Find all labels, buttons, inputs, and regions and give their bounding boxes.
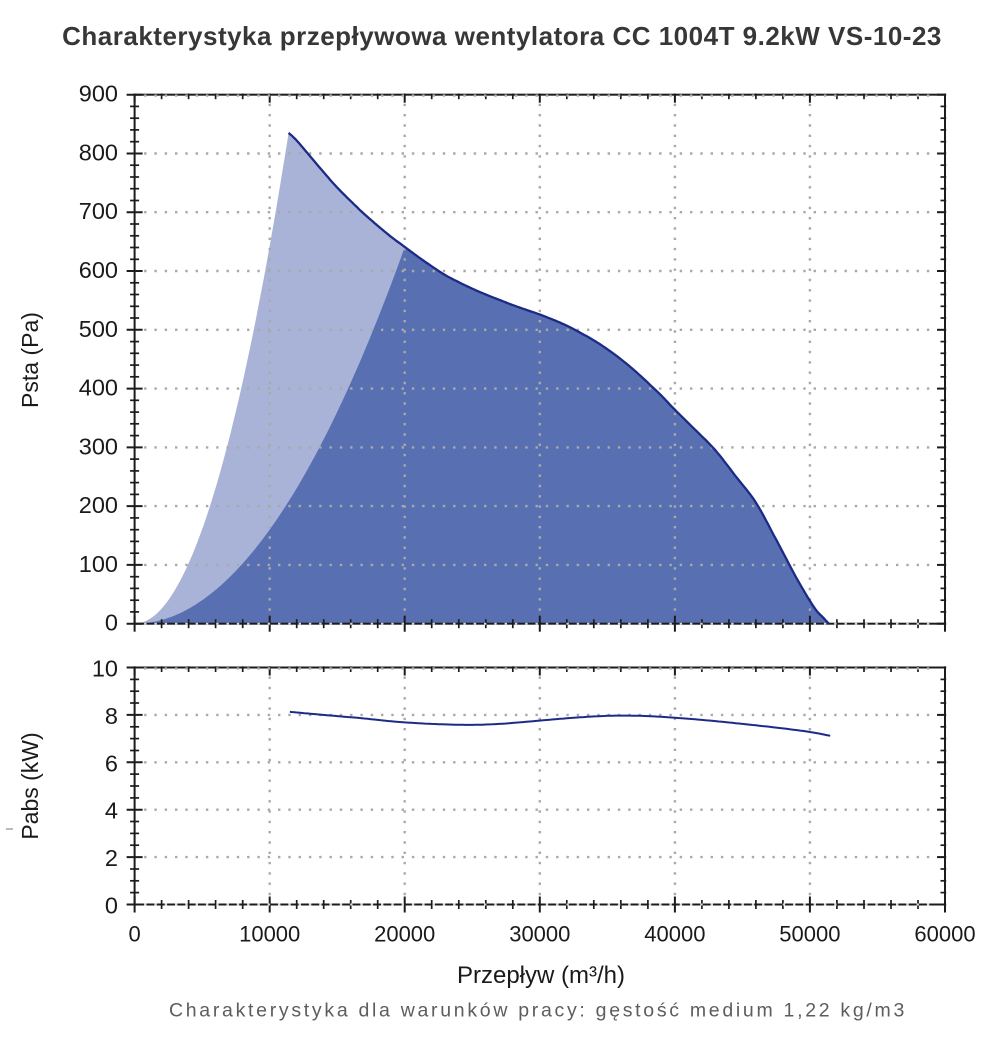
svg-text:0: 0 [128, 922, 140, 947]
svg-text:0: 0 [105, 893, 118, 919]
svg-text:40000: 40000 [644, 922, 705, 947]
svg-text:6: 6 [105, 750, 118, 776]
svg-text:4: 4 [105, 798, 118, 824]
svg-text:50000: 50000 [779, 922, 840, 947]
svg-text:900: 900 [79, 81, 118, 107]
svg-text:Charakterystyka dla warunków p: Charakterystyka dla warunków pracy: gęst… [169, 1000, 907, 1022]
svg-text:8: 8 [105, 703, 118, 729]
svg-text:700: 700 [79, 198, 118, 224]
svg-text:100: 100 [79, 551, 118, 577]
svg-text:500: 500 [79, 316, 118, 342]
svg-text:10000: 10000 [239, 922, 300, 947]
svg-text:Pabs (kW): Pabs (kW) [17, 732, 43, 839]
svg-text:20000: 20000 [374, 922, 435, 947]
svg-text:2: 2 [105, 845, 118, 871]
svg-text:Charakterystyka przepływowa we: Charakterystyka przepływowa wentylatora … [62, 21, 942, 51]
svg-text:400: 400 [79, 375, 118, 401]
svg-text:Przepływ (m³/h): Przepływ (m³/h) [457, 962, 625, 989]
svg-text:800: 800 [79, 140, 118, 166]
svg-text:10: 10 [92, 656, 118, 682]
svg-text:0: 0 [105, 610, 118, 636]
svg-text:600: 600 [79, 257, 118, 283]
svg-text:60000: 60000 [914, 922, 975, 947]
svg-text:Psta (Pa): Psta (Pa) [17, 312, 43, 408]
svg-text:30000: 30000 [509, 922, 570, 947]
svg-text:200: 200 [79, 492, 118, 518]
svg-text:300: 300 [79, 433, 118, 459]
